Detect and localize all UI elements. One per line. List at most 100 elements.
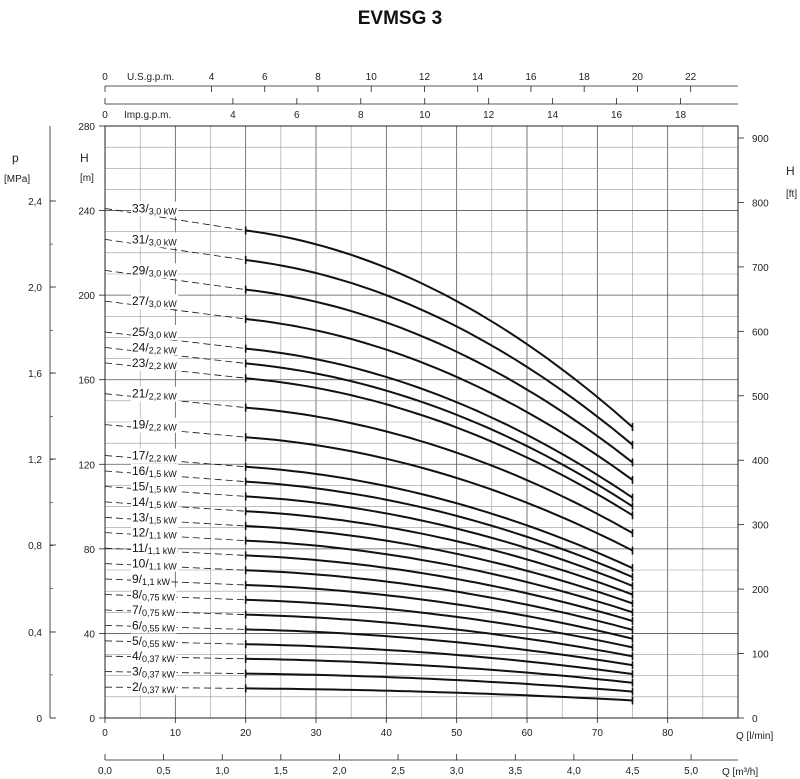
- curve-label-bg: [131, 587, 177, 603]
- curve-label-bg: [131, 541, 178, 557]
- usgpm-tick-label: 16: [525, 72, 537, 83]
- impgpm-tick-label: 14: [547, 110, 559, 121]
- curve-17: [245, 465, 633, 570]
- curve-label-bg: [131, 633, 177, 649]
- curve-23: [245, 377, 634, 517]
- curve-25: [245, 347, 634, 499]
- ft-tick-label: 400: [752, 456, 769, 467]
- impgpm-tick-label: 10: [419, 110, 431, 121]
- impgpm-tick-label: 18: [675, 110, 687, 121]
- curve-label-19: 19/2,2 kW: [132, 418, 177, 433]
- curve-label-23: 23/2,2 kW: [132, 356, 177, 371]
- m3h-tick-label: 3,0: [450, 766, 464, 777]
- head-tick-label: 280: [78, 122, 95, 133]
- curve-label-15: 15/1,5 kW: [132, 480, 177, 495]
- curve-label-2: 2/0,37 kW: [132, 680, 176, 695]
- curve-label-bg: [131, 556, 179, 572]
- impgpm-label: Imp.g.p.m.: [124, 110, 171, 121]
- head-tick-label: 0: [89, 714, 95, 725]
- curve-label-24: 24/2,2 kW: [132, 341, 177, 356]
- curve-27: [245, 318, 634, 481]
- flow-tick-label: 30: [310, 728, 322, 739]
- curve-label-11: 11/1,1 kW: [132, 541, 176, 556]
- usgpm-tick-label: 10: [366, 72, 378, 83]
- plot-frame: [104, 125, 739, 719]
- ft-tick-label: 0: [752, 714, 758, 725]
- curve-15: [245, 495, 633, 587]
- usgpm-tick-label: 14: [472, 72, 484, 83]
- curve-label-12: 12/1,1 kW: [132, 526, 177, 541]
- usgpm-tick-label: 4: [209, 72, 215, 83]
- head-tick-label: 240: [78, 207, 95, 218]
- ft-tick-label: 100: [752, 650, 769, 661]
- curve-leader: [104, 578, 246, 586]
- impgpm-tick-label: 8: [358, 110, 364, 121]
- curve-9: [245, 584, 633, 640]
- curve-label-bg: [131, 294, 179, 310]
- curve-label-bg: [131, 201, 179, 217]
- curve-label-3: 3/0,37 kW: [132, 665, 176, 680]
- m3h-tick-label: 4,5: [626, 766, 640, 777]
- curve-10: [245, 569, 633, 631]
- curve-label-bg: [131, 572, 172, 587]
- curve-label-10: 10/1,1 kW: [132, 557, 177, 572]
- ft-tick-label: 800: [752, 198, 769, 209]
- curve-label-bg: [131, 494, 179, 510]
- curve-label-31: 31/3,0 kW: [132, 232, 177, 247]
- curve-label-bg: [131, 603, 177, 618]
- impgpm-tick-label: 0: [102, 110, 108, 121]
- curve-label-27: 27/3,0 kW: [132, 294, 177, 309]
- curve-33: [245, 229, 634, 428]
- head-tick-label: 200: [78, 291, 95, 302]
- curve-label-29: 29/3,0 kW: [132, 263, 177, 278]
- usgpm-tick-label: 6: [262, 72, 268, 83]
- curve-label-25: 25/3,0 kW: [132, 325, 177, 340]
- usgpm-tick-label: 20: [632, 72, 644, 83]
- curve-leader: [104, 300, 246, 320]
- curve-11: [245, 554, 633, 622]
- curve-leader: [104, 208, 246, 231]
- flow-tick-label: 70: [592, 728, 604, 739]
- curve-5: [245, 643, 633, 675]
- head-tick-label: 120: [78, 460, 95, 471]
- m3h-tick-label: 5,0: [684, 766, 698, 777]
- curve-leader: [104, 239, 246, 261]
- pressure-tick-label: 2,0: [28, 283, 42, 294]
- curve-13: [245, 525, 633, 605]
- pressure-tick-label: 2,4: [28, 197, 42, 208]
- m3h-tick-label: 4,0: [567, 766, 581, 777]
- flow-tick-label: 80: [662, 728, 674, 739]
- impgpm-tick-label: 6: [294, 110, 300, 121]
- impgpm-tick-label: 12: [483, 110, 495, 121]
- pressure-tick-label: 0,8: [28, 541, 42, 552]
- curve-8: [245, 598, 633, 649]
- flow-tick-label: 50: [451, 728, 463, 739]
- curve-label-bg: [131, 325, 179, 340]
- head-tick-label: 80: [84, 545, 96, 556]
- m3h-tick-label: 1,0: [215, 766, 229, 777]
- ft-tick-label: 200: [752, 585, 769, 596]
- flow-tick-label: 20: [240, 728, 252, 739]
- pressure-tick-label: 0,4: [28, 628, 42, 639]
- flow-tick-label: 40: [381, 728, 393, 739]
- usgpm-tick-label: 8: [315, 72, 321, 83]
- top-axis-impgpm: Imp.g.p.m. 0 4 6 8 10 12 14 16 18: [102, 98, 738, 121]
- curve-label-bg: [131, 464, 179, 479]
- curve-label-bg: [131, 525, 179, 541]
- curve-21: [245, 406, 633, 534]
- curve-2: [245, 687, 633, 702]
- curve-6: [245, 628, 633, 667]
- curve-label-bg: [131, 448, 179, 464]
- curve-label-bg: [131, 355, 179, 371]
- curve-label-7: 7/0,75 kW: [132, 603, 176, 618]
- curve-label-5: 5/0,55 kW: [132, 634, 176, 649]
- curve-12: [245, 539, 633, 614]
- curve-label-bg: [131, 664, 177, 680]
- ft-tick-label: 900: [752, 134, 769, 145]
- curve-label-33: 33/3,0 kW: [132, 202, 177, 217]
- flow-tick-label: 0: [102, 728, 108, 739]
- curve-4: [245, 657, 633, 684]
- chart-title: EVMSG 3: [358, 8, 442, 29]
- usgpm-tick-label: 18: [579, 72, 591, 83]
- curve-label-16: 16/1,5 kW: [132, 464, 177, 479]
